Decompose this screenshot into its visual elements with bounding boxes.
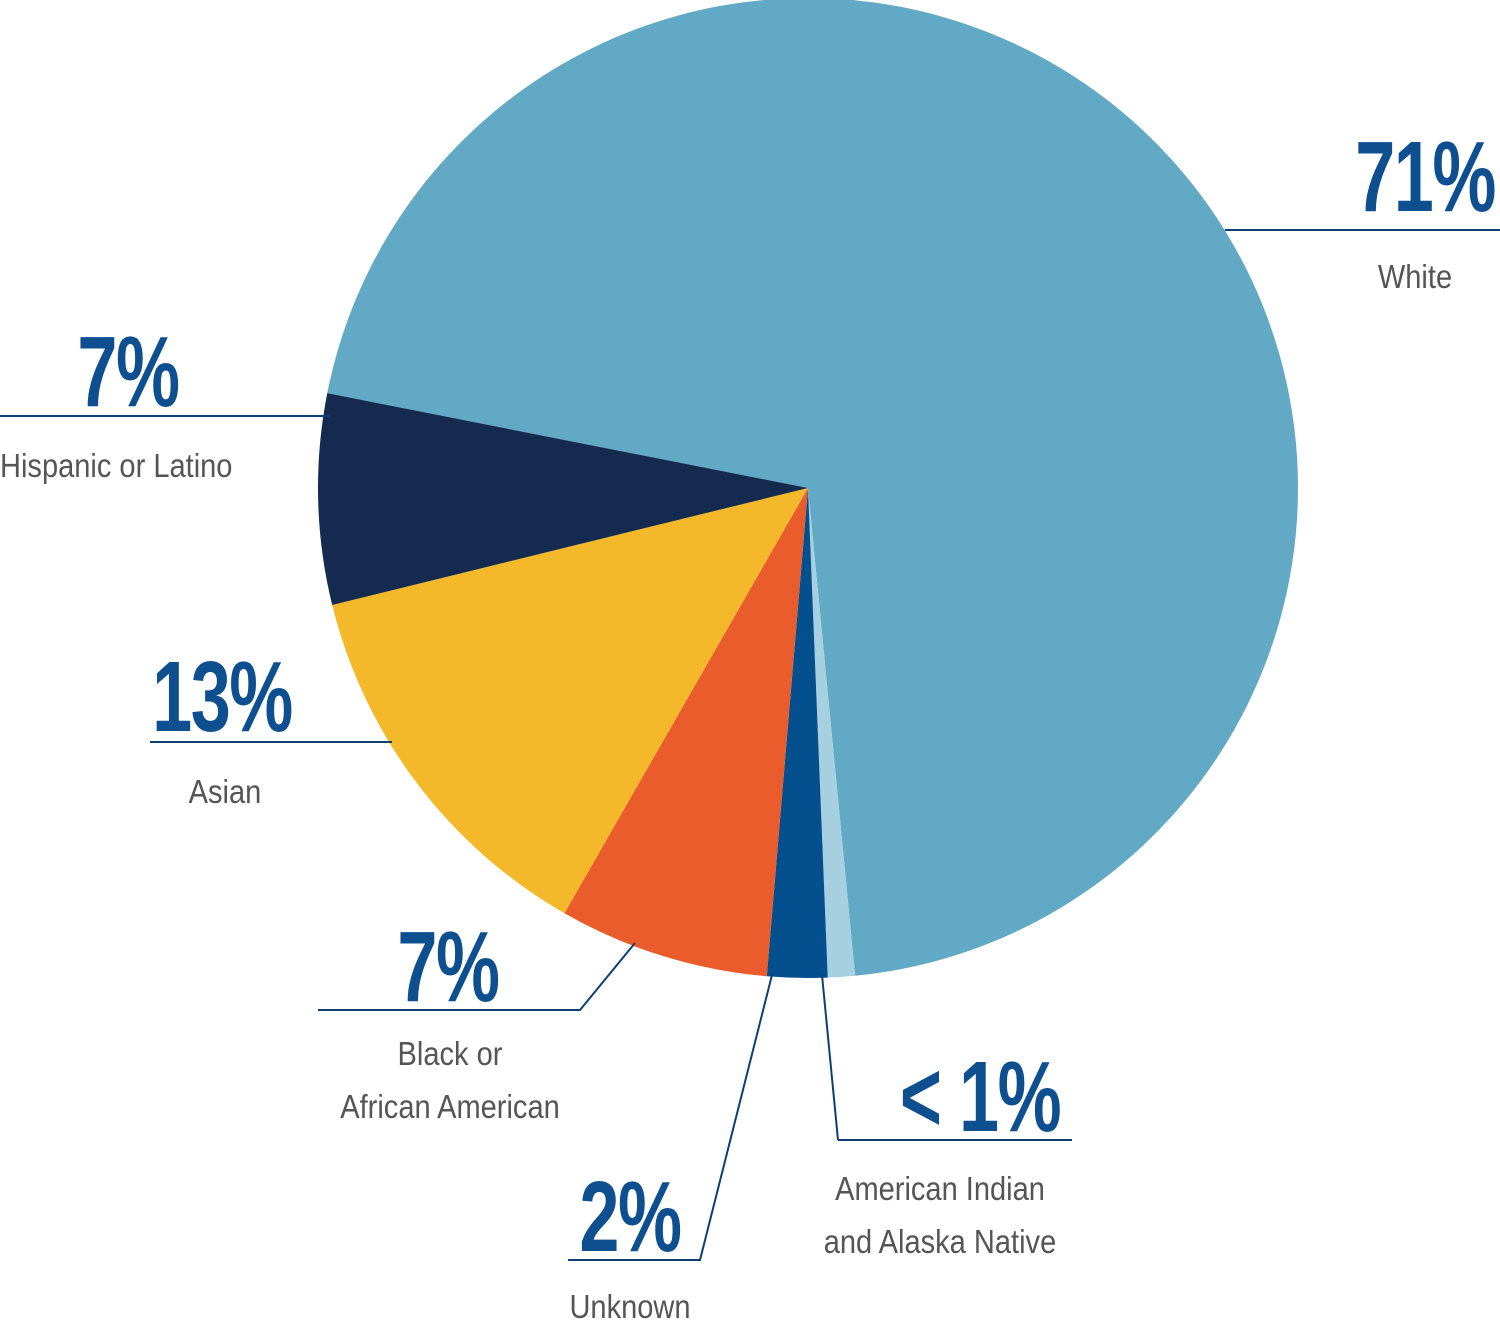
pie-slice: [564, 488, 808, 977]
category-label: Black or African American: [340, 1035, 560, 1125]
value-label: 2%: [579, 1161, 682, 1273]
value-label: 13%: [152, 641, 293, 753]
leader-line: [821, 974, 839, 1141]
value-label: 7%: [397, 911, 500, 1023]
category-label: Asian: [188, 773, 262, 810]
leader-line: [318, 942, 636, 1011]
category-label: White: [1377, 258, 1453, 295]
pie-slice: [332, 488, 808, 914]
leader-line: [568, 974, 773, 1261]
category-label: Unknown: [569, 1288, 691, 1325]
pie-slice: [318, 393, 808, 606]
value-label: 7%: [77, 316, 180, 428]
category-label: Hispanic or Latino: [0, 447, 233, 484]
pie-slice: [327, 0, 1298, 976]
value-label: < 1%: [899, 1041, 1062, 1153]
pie-slice: [766, 488, 828, 978]
value-label: 71%: [1355, 121, 1496, 233]
pie-slice: [808, 488, 856, 978]
category-label: American Indian and Alaska Native: [823, 1170, 1057, 1260]
